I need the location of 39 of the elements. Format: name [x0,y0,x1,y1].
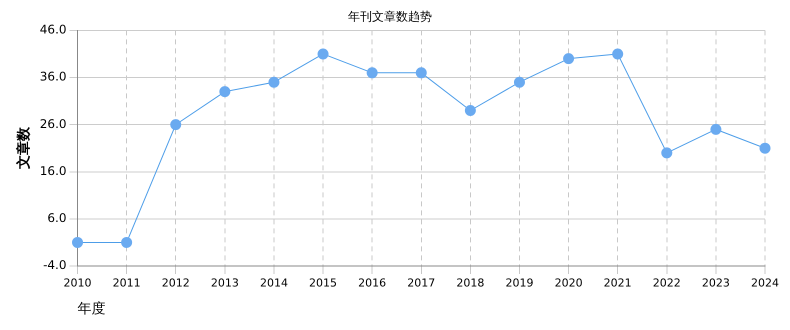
x-axis-title: 年度 [78,301,106,318]
point [612,48,624,60]
chart-title: 年刊文章数趋势 [348,9,432,24]
point [268,76,280,88]
x-tick-label: 2024 [751,276,780,290]
x-tick-label: 2021 [604,276,632,290]
x-tick-label: 2020 [554,276,583,290]
y-tick-label: 46.0 [40,22,67,37]
x-tick-label: 2011 [112,276,141,290]
point [366,67,378,78]
x-tick-label: 2018 [456,276,484,290]
point [464,105,476,116]
x-tick-label: 2010 [64,276,92,290]
x-tick-label: 2017 [407,276,436,290]
x-tick-label: 2015 [309,276,338,290]
x-tick-label: 2022 [652,276,681,290]
point [318,48,329,60]
point [170,119,182,130]
x-tick-label: 2016 [358,276,386,290]
point [563,53,574,64]
point [72,236,84,248]
point [219,86,230,98]
y-tick-label: 6.0 [47,211,67,226]
y-tick-label: 16.0 [40,164,67,178]
x-tick-label: 2013 [210,276,239,290]
point [416,67,427,78]
point [760,142,771,154]
y-tick-label: -4.0 [43,258,67,272]
point [710,124,722,135]
y-axis-title: 文章数 [15,126,32,170]
x-tick-label: 2012 [162,276,190,290]
y-tick-label: 26.0 [40,116,67,131]
point [121,236,132,248]
point [661,147,672,158]
y-tick-label: 36.0 [40,70,67,84]
x-tick-label: 2019 [505,276,534,290]
point [514,76,525,88]
x-tick-label: 2023 [702,276,730,290]
x-tick-label: 2014 [260,276,288,290]
